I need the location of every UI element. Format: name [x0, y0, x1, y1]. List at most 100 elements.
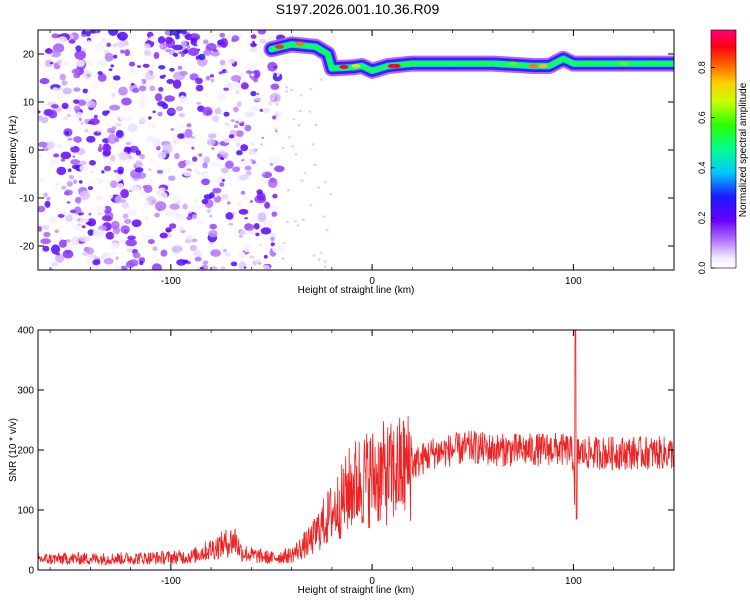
spectrogram-noise-blob — [262, 259, 266, 263]
spectrogram-noise-blob — [184, 128, 193, 138]
spectrogram-noise-blob — [117, 183, 124, 190]
spectrogram-noise-blob — [117, 31, 128, 41]
spectrogram-noise-blob — [106, 110, 110, 114]
spectrogram-noise-blob — [124, 49, 130, 57]
spectrogram-noise-blob — [319, 78, 323, 81]
spectrogram-noise-blob — [44, 200, 51, 208]
spectrogram-noise-blob — [148, 116, 152, 120]
spectrogram-noise-blob — [156, 145, 161, 151]
spectrogram-noise-blob — [146, 267, 152, 270]
spectrogram-noise-blob — [132, 87, 140, 93]
spectrogram-noise-blob — [109, 104, 121, 111]
spectrogram-noise-blob — [223, 111, 230, 117]
spectrogram-noise-blob — [81, 225, 86, 229]
spectrogram-noise-blob — [285, 85, 289, 89]
spectrogram-noise-blob — [125, 147, 132, 152]
spectrogram-noise-blob — [58, 87, 63, 92]
spectrogram-noise-blob — [269, 163, 274, 166]
spectrogram-noise-blob — [203, 49, 212, 56]
spectrogram-noise-blob — [110, 250, 115, 256]
spectrogram-noise-blob — [87, 218, 97, 227]
spectrogram-noise-blob — [198, 53, 206, 61]
spectrogram-noise-blob — [245, 223, 255, 231]
spectrogram-noise-blob — [228, 183, 233, 187]
spectrogram-noise-blob — [238, 34, 244, 38]
spectrogram-noise-blob — [329, 193, 333, 196]
spectrogram-noise-blob — [253, 69, 261, 79]
spectrogram-noise-blob — [79, 190, 91, 201]
spectrogram-noise-blob — [78, 117, 82, 121]
spectrogram-noise-blob — [132, 252, 141, 259]
spectrogram-noise-blob — [89, 160, 96, 166]
spectrogram-track-hotspot — [619, 61, 629, 66]
spectrogram-noise-blob — [294, 153, 298, 156]
spectrogram-noise-blob — [223, 87, 230, 91]
spectrogram-noise-blob — [59, 237, 64, 241]
spectrogram-noise-blob — [39, 78, 50, 85]
spectrogram-noise-blob — [148, 168, 152, 171]
spectrogram-noise-blob — [218, 176, 227, 183]
spectrogram-noise-blob — [209, 214, 213, 218]
spectrogram-noise-blob — [79, 160, 87, 166]
spectrogram-noise-blob — [222, 248, 227, 253]
spectrogram-x-label: Height of straight line (km) — [298, 285, 415, 296]
spectrogram-noise-blob — [90, 74, 96, 79]
spectrogram-noise-blob — [90, 30, 96, 34]
colorbar-ticks: 0.0 0.2 0.4 0.6 0.8 — [697, 61, 715, 274]
spectrogram-noise-blob — [115, 129, 124, 138]
spectrogram-noise-blob — [244, 124, 252, 132]
spectrogram-noise-blob — [202, 106, 213, 116]
spectrogram-noise-blob — [96, 130, 101, 134]
spectrogram-noise-blob — [227, 201, 231, 205]
spectrogram-noise-blob — [38, 205, 46, 213]
spectrogram-noise-blob — [188, 210, 192, 214]
spectrogram-noise-blob — [240, 121, 245, 124]
spectrogram-noise-blob — [72, 136, 81, 142]
spectrogram-noise-blob — [198, 153, 202, 157]
spectrogram-noise-blob — [107, 127, 115, 134]
spectrogram-noise-blob — [234, 231, 237, 235]
spectrogram-noise-blob — [205, 75, 211, 81]
spectrogram-noise-blob — [105, 231, 115, 240]
spectrogram-noise-blob — [249, 200, 254, 203]
spectrogram-noise-blob — [99, 120, 104, 124]
spectrogram-noise-blob — [44, 48, 53, 54]
spectrogram-noise-blob — [239, 122, 245, 127]
spectrogram-noise-blob — [164, 95, 175, 102]
spectrogram-noise-blob — [217, 105, 221, 109]
spectrogram-noise-blob — [186, 123, 192, 128]
spectrogram-noise-blob — [60, 151, 72, 160]
spectrogram-noise-blob — [111, 92, 116, 98]
spectrogram-noise-blob — [245, 263, 251, 268]
spectrogram-noise-blob — [153, 52, 160, 59]
spectrogram-noise-blob — [110, 154, 116, 162]
spectrogram-noise-blob — [121, 201, 130, 209]
spectrogram-noise-blob — [77, 223, 81, 226]
spectrogram-noise-blob — [261, 136, 265, 140]
spectrogram-noise-blob — [97, 71, 103, 76]
spectrogram-noise-blob — [38, 226, 43, 232]
spectrogram-noise-blob — [53, 153, 60, 158]
spectrogram-noise-blob — [156, 169, 164, 174]
spectrogram-noise-blob — [151, 263, 162, 270]
spectrogram-noise-blob — [232, 211, 236, 215]
spectrogram-noise-blob — [178, 113, 185, 118]
spectrogram-noise-blob — [317, 186, 321, 189]
snr-x-tick-label: 0 — [369, 576, 375, 587]
spectrogram-noise-blob — [210, 249, 222, 257]
spectrogram-noise-blob — [206, 208, 212, 214]
spectrogram-noise-blob — [96, 264, 101, 270]
spectrogram-noise-blob — [249, 105, 259, 111]
spectrogram-noise-blob — [111, 220, 120, 230]
spectrogram-noise-blob — [53, 182, 60, 186]
spectrogram-noise-blob — [125, 239, 137, 247]
spectrogram-noise-blob — [80, 243, 85, 248]
spectrogram-noise-blob — [213, 195, 222, 203]
spectrogram-noise-blob — [236, 142, 241, 147]
spectrogram-noise-blob — [186, 45, 191, 49]
spectrogram-noise-blob — [64, 131, 70, 135]
spectrogram-noise-blob — [263, 220, 274, 228]
spectrogram-noise-blob — [158, 58, 162, 61]
spectrogram-noise-blob — [54, 229, 59, 234]
spectrogram-noise-blob — [312, 254, 316, 257]
